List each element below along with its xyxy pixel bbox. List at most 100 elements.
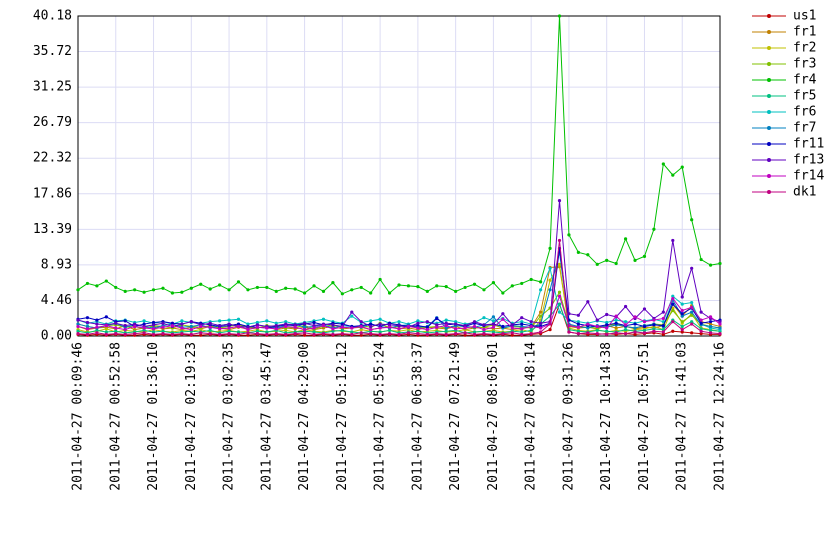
- point: [406, 324, 411, 329]
- point: [180, 290, 184, 294]
- point: [274, 324, 278, 328]
- point: [387, 332, 392, 336]
- point: [321, 317, 326, 321]
- point: [302, 291, 307, 295]
- point: [255, 329, 259, 333]
- point: [378, 277, 382, 282]
- point: [246, 325, 250, 329]
- point: [501, 291, 505, 295]
- point: [76, 329, 80, 333]
- series-line: [77, 248, 721, 329]
- point: [529, 320, 533, 324]
- y-tick-label: 0.00: [41, 329, 72, 344]
- point: [567, 330, 571, 334]
- point: [255, 332, 259, 336]
- point: [708, 328, 713, 333]
- point: [661, 320, 665, 324]
- point: [690, 310, 694, 314]
- point: [76, 288, 80, 292]
- point: [586, 322, 590, 326]
- point: [227, 326, 231, 330]
- point: [529, 328, 533, 333]
- point: [510, 333, 514, 337]
- point: [708, 263, 713, 267]
- point: [236, 332, 241, 337]
- point: [652, 227, 656, 231]
- x-tick-label: 2011-04-27 06:38:37: [410, 342, 425, 491]
- point: [331, 327, 335, 331]
- point: [416, 326, 420, 330]
- point: [369, 291, 373, 295]
- legend-label: fr1: [793, 25, 816, 40]
- point: [472, 324, 477, 329]
- point: [312, 320, 316, 325]
- point: [151, 320, 156, 325]
- point: [104, 327, 108, 331]
- point: [586, 331, 590, 335]
- point: [605, 323, 609, 327]
- point: [435, 323, 439, 327]
- point: [454, 322, 458, 326]
- point: [529, 332, 533, 336]
- point: [331, 323, 335, 327]
- point: [218, 327, 222, 331]
- legend-marker: [767, 14, 771, 18]
- point: [614, 314, 618, 318]
- point: [331, 329, 335, 333]
- point: [416, 319, 420, 323]
- legend-label: fr6: [793, 105, 816, 120]
- legend-label: fr7: [793, 121, 816, 136]
- legend-marker: [767, 94, 771, 98]
- point: [274, 289, 278, 294]
- x-tick-label: 2011-04-27 08:05:01: [486, 342, 501, 491]
- point: [642, 254, 647, 258]
- point: [425, 289, 429, 294]
- point: [623, 332, 628, 336]
- point: [133, 332, 137, 336]
- point: [104, 332, 108, 337]
- x-tick-label: 2011-04-27 08:48:14: [524, 342, 539, 491]
- point: [595, 328, 599, 333]
- point: [350, 314, 354, 318]
- point: [161, 332, 165, 336]
- point: [539, 330, 543, 334]
- point: [690, 331, 694, 335]
- point: [218, 324, 222, 328]
- point: [661, 162, 665, 166]
- point: [340, 332, 344, 336]
- point: [387, 325, 392, 329]
- point: [690, 300, 694, 305]
- point: [123, 328, 127, 332]
- point: [359, 285, 363, 290]
- point: [199, 331, 203, 335]
- point: [482, 332, 486, 336]
- point: [718, 326, 722, 330]
- point: [520, 330, 524, 334]
- point: [293, 323, 297, 327]
- point: [652, 329, 656, 333]
- point: [557, 238, 562, 243]
- point: [699, 321, 703, 325]
- point: [557, 310, 562, 314]
- point: [529, 277, 533, 282]
- point: [454, 289, 458, 294]
- point: [605, 258, 609, 262]
- point: [180, 332, 184, 336]
- point: [142, 322, 146, 326]
- point: [576, 313, 580, 317]
- legend-marker: [767, 126, 771, 130]
- point: [114, 285, 118, 290]
- point: [397, 283, 401, 287]
- point: [95, 331, 99, 335]
- point: [699, 257, 703, 262]
- point: [227, 318, 231, 322]
- point: [199, 324, 203, 329]
- point: [133, 322, 137, 326]
- point: [557, 14, 562, 18]
- point: [397, 320, 401, 324]
- point: [236, 322, 241, 326]
- point: [104, 324, 108, 328]
- point: [378, 322, 382, 326]
- point: [378, 326, 382, 330]
